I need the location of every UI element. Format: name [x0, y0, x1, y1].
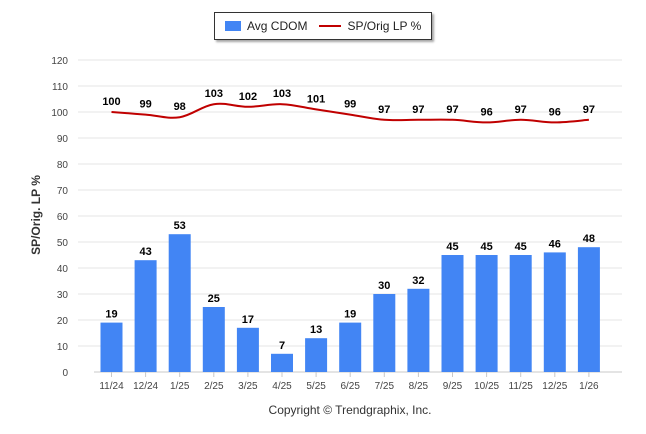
bar-value-label: 19: [344, 309, 356, 321]
bar: [509, 255, 532, 372]
y-tick-label: 0: [62, 368, 68, 379]
bar: [168, 234, 191, 372]
x-tick-label: 8/25: [409, 381, 429, 392]
bar-value-label: 43: [139, 246, 151, 258]
line-value-label: 102: [239, 91, 257, 103]
legend-item-bar[interactable]: Avg CDOM: [215, 19, 307, 33]
line-path: [111, 102, 589, 124]
x-tick-label: 12/24: [133, 381, 158, 392]
legend-line-swatch: [319, 25, 342, 27]
bar: [100, 322, 123, 372]
line-value-label: 96: [480, 106, 492, 118]
bar-value-label: 32: [412, 275, 424, 287]
bar-value-label: 45: [480, 241, 492, 253]
bar: [271, 353, 293, 372]
bar: [577, 247, 600, 372]
line-value-label: 99: [344, 99, 356, 111]
x-tick-label: 1/26: [579, 381, 599, 392]
bar: [134, 260, 157, 372]
line-value-label: 97: [446, 104, 458, 116]
bar-value-label: 53: [174, 220, 186, 232]
x-tick-label: 6/25: [340, 381, 360, 392]
y-tick-label: 30: [57, 290, 69, 301]
line-value-label: 97: [378, 104, 390, 116]
line-series: [111, 102, 589, 124]
bar-value-label: 19: [105, 309, 117, 321]
line-value-label: 103: [205, 88, 223, 100]
bar-value-label: 7: [279, 340, 285, 352]
y-tick-label: 110: [52, 82, 68, 93]
bar-value-label: 48: [583, 233, 595, 245]
legend-item-line[interactable]: SP/Orig LP %: [307, 19, 421, 33]
y-tick-label: 90: [57, 134, 69, 145]
y-tick-label: 20: [57, 316, 69, 327]
y-tick-label: 50: [57, 238, 69, 249]
bar: [236, 327, 259, 372]
data-labels: 19 43 53 25 17 7 13 19 30 32 45 45 45 46 48 100 99 98 103 1…: [102, 88, 595, 352]
bar-value-label: 17: [242, 314, 254, 326]
line-value-label: 98: [174, 101, 186, 113]
gridlines: [78, 59, 622, 347]
legend: Avg CDOM SP/Orig LP %: [214, 12, 432, 40]
line-value-label: 97: [412, 104, 424, 116]
x-tick-label: 11/25: [509, 381, 534, 392]
bar: [339, 322, 362, 372]
x-tick-label: 5/25: [306, 381, 326, 392]
y-tick-label: 100: [51, 108, 68, 119]
bar-value-label: 13: [310, 324, 322, 336]
y-tick-label: 80: [57, 160, 69, 171]
x-tick-label: 4/25: [272, 381, 292, 392]
bar: [407, 288, 430, 372]
line-value-label: 97: [583, 104, 595, 116]
x-tick-label: 1/25: [170, 381, 190, 392]
bar-value-label: 45: [446, 241, 458, 253]
y-tick-label: 10: [57, 342, 69, 353]
bar: [543, 252, 566, 372]
bar: [373, 294, 396, 372]
bar: [441, 255, 464, 372]
line-value-label: 100: [102, 96, 120, 108]
bar: [475, 255, 498, 372]
bar-value-label: 46: [549, 238, 561, 250]
y-tick-label: 40: [57, 264, 69, 275]
x-tick-label: 3/25: [238, 381, 258, 392]
y-tick-label: 120: [51, 56, 68, 67]
bar-series: [100, 234, 600, 372]
legend-bar-swatch: [225, 21, 241, 31]
x-tick-label: 11/24: [99, 381, 124, 392]
line-value-label: 97: [515, 104, 527, 116]
x-tick-label: 12/25: [542, 381, 567, 392]
bar-value-label: 25: [208, 293, 220, 305]
bar: [305, 338, 328, 372]
legend-bar-label: Avg CDOM: [247, 19, 308, 33]
x-tick-label: 2/25: [204, 381, 224, 392]
bar-value-label: 45: [515, 241, 527, 253]
x-tick-label: 7/25: [375, 381, 395, 392]
line-value-label: 96: [549, 106, 561, 118]
x-tick-label: 10/25: [474, 381, 499, 392]
line-value-label: 101: [307, 93, 325, 105]
y-tick-label: 60: [57, 212, 69, 223]
y-tick-label: 70: [57, 186, 69, 197]
legend-line-label: SP/Orig LP %: [347, 19, 422, 33]
y-axis-title: SP/Orig. LP %: [29, 175, 43, 255]
bar: [202, 307, 225, 372]
bar-value-label: 30: [378, 280, 390, 292]
copyright-text: Copyright © Trendgraphix, Inc.: [268, 403, 432, 417]
line-value-label: 103: [273, 88, 291, 100]
x-tick-label: 9/25: [443, 381, 463, 392]
line-value-label: 99: [139, 99, 151, 111]
